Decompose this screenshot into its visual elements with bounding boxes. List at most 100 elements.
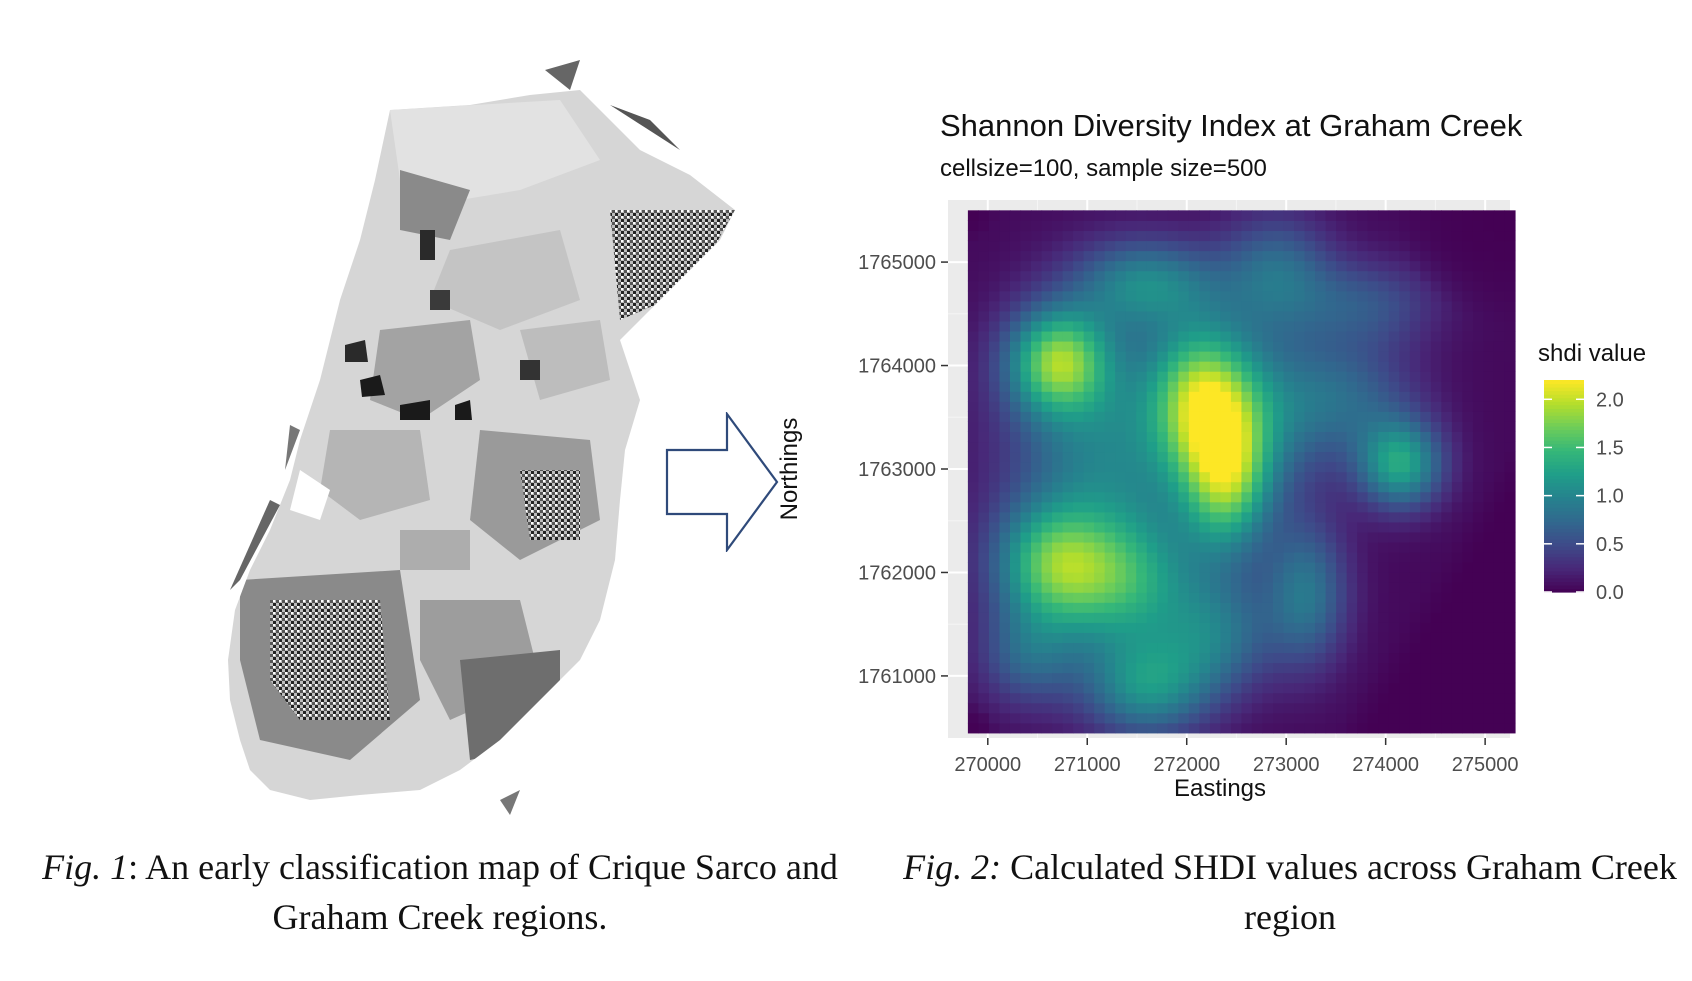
heatmap-cell bbox=[1441, 622, 1453, 633]
heatmap-cell bbox=[1020, 320, 1032, 332]
heatmap-cell bbox=[1430, 250, 1442, 262]
heatmap-cell bbox=[1073, 551, 1085, 563]
heatmap-cell bbox=[1241, 541, 1253, 553]
heatmap-cell bbox=[1357, 511, 1369, 523]
heatmap-cell bbox=[1304, 381, 1316, 392]
heatmap-cell bbox=[1262, 260, 1274, 272]
heatmap-cell bbox=[1325, 672, 1337, 684]
heatmap-cell bbox=[1157, 421, 1169, 432]
heatmap-cell bbox=[1388, 481, 1400, 493]
heatmap-cell bbox=[1430, 531, 1442, 543]
heatmap-cell bbox=[1157, 290, 1169, 302]
heatmap-cell bbox=[1304, 562, 1316, 573]
heatmap-cell bbox=[1273, 310, 1285, 322]
heatmap-cell bbox=[1230, 712, 1243, 724]
heatmap-cell bbox=[1020, 471, 1032, 483]
heatmap-cell bbox=[1315, 501, 1327, 513]
heatmap-cell bbox=[1378, 672, 1390, 684]
heatmap-cell bbox=[1251, 662, 1264, 674]
heatmap-cell bbox=[999, 612, 1011, 623]
heatmap-cell bbox=[1325, 461, 1337, 473]
heatmap-cell bbox=[978, 401, 990, 412]
heatmap-cell bbox=[1399, 682, 1411, 694]
heatmap-cell bbox=[1388, 541, 1400, 553]
heatmap-cell bbox=[1283, 391, 1295, 402]
heatmap-cell bbox=[1472, 280, 1485, 292]
heatmap-cell bbox=[1094, 592, 1106, 603]
heatmap-cell bbox=[1073, 431, 1085, 443]
heatmap-cell bbox=[1367, 431, 1379, 443]
heatmap-cell bbox=[1167, 270, 1179, 282]
heatmap-cell bbox=[1125, 652, 1137, 664]
heatmap-cell bbox=[1041, 270, 1053, 282]
heatmap-cell bbox=[1031, 521, 1043, 533]
heatmap-cell bbox=[1262, 391, 1274, 402]
heatmap-cell bbox=[1199, 391, 1211, 402]
heatmap-cell bbox=[1493, 210, 1506, 221]
heatmap-cell bbox=[1493, 270, 1506, 282]
heatmap-cell bbox=[1167, 521, 1179, 533]
heatmap-cell bbox=[1125, 300, 1137, 312]
heatmap-cell bbox=[1304, 220, 1316, 232]
heatmap-cell bbox=[1251, 531, 1264, 543]
heatmap-cell bbox=[1315, 240, 1327, 252]
heatmap-cell bbox=[1241, 642, 1253, 654]
heatmap-cell bbox=[1041, 622, 1053, 633]
heatmap-cell bbox=[1094, 330, 1106, 342]
heatmap-cell bbox=[1083, 491, 1095, 503]
heatmap-cell bbox=[1031, 712, 1043, 724]
heatmap-cell bbox=[967, 411, 980, 422]
heatmap-cell bbox=[1146, 310, 1158, 322]
heatmap-cell bbox=[1483, 602, 1495, 613]
heatmap-cell bbox=[978, 431, 990, 443]
heatmap-cell bbox=[1052, 682, 1064, 694]
heatmap-cell bbox=[1483, 692, 1495, 704]
heatmap-cell bbox=[1283, 652, 1295, 664]
heatmap-cell bbox=[1441, 210, 1453, 221]
heatmap-cell bbox=[1073, 592, 1085, 603]
heatmap-cell bbox=[1241, 692, 1253, 704]
heatmap-cell bbox=[1031, 562, 1043, 573]
heatmap-cell bbox=[1451, 531, 1463, 543]
heatmap-cell bbox=[1399, 391, 1411, 402]
heatmap-cell bbox=[1241, 582, 1253, 593]
heatmap-cell bbox=[1041, 692, 1053, 704]
heatmap-cell bbox=[1367, 361, 1379, 372]
heatmap-cell bbox=[1230, 662, 1243, 674]
heatmap-cell bbox=[988, 210, 1001, 221]
heatmap-cell bbox=[1104, 672, 1116, 684]
heatmap-cell bbox=[1420, 280, 1432, 292]
heatmap-cell bbox=[988, 722, 1001, 734]
heatmap-cell bbox=[1167, 471, 1179, 483]
heatmap-cell bbox=[988, 300, 1001, 312]
heatmap-cell bbox=[1073, 260, 1085, 272]
heatmap-cell bbox=[1409, 572, 1421, 583]
heatmap-cell bbox=[1262, 652, 1274, 664]
heatmap-cell bbox=[1388, 210, 1400, 221]
colorbar-segment bbox=[1544, 556, 1584, 561]
heatmap-cell bbox=[1430, 511, 1442, 523]
heatmap-cell bbox=[1420, 632, 1432, 643]
heatmap-cell bbox=[1104, 220, 1116, 232]
heatmap-cell bbox=[1504, 260, 1516, 272]
heatmap-cell bbox=[1336, 270, 1348, 282]
heatmap-cell bbox=[1378, 280, 1390, 292]
heatmap-cell bbox=[1009, 451, 1022, 463]
heatmap-cell bbox=[999, 511, 1011, 523]
heatmap-cell bbox=[1283, 682, 1295, 694]
heatmap-cell bbox=[1062, 471, 1074, 483]
heatmap-cell bbox=[1357, 632, 1369, 643]
heatmap-cell bbox=[1294, 351, 1306, 362]
heatmap-cell bbox=[1346, 652, 1358, 664]
heatmap-cell bbox=[1178, 310, 1190, 322]
heatmap-cell bbox=[1136, 511, 1148, 523]
heatmap-cell bbox=[1125, 220, 1137, 232]
heatmap-cell bbox=[1304, 632, 1316, 643]
heatmap-cell bbox=[967, 491, 980, 503]
heatmap-cell bbox=[1104, 531, 1116, 543]
heatmap-cell bbox=[1283, 632, 1295, 643]
heatmap-cell bbox=[1209, 290, 1221, 302]
heatmap-cell bbox=[1315, 371, 1327, 382]
heatmap-cell bbox=[1336, 250, 1348, 262]
heatmap-cell bbox=[1241, 562, 1253, 573]
